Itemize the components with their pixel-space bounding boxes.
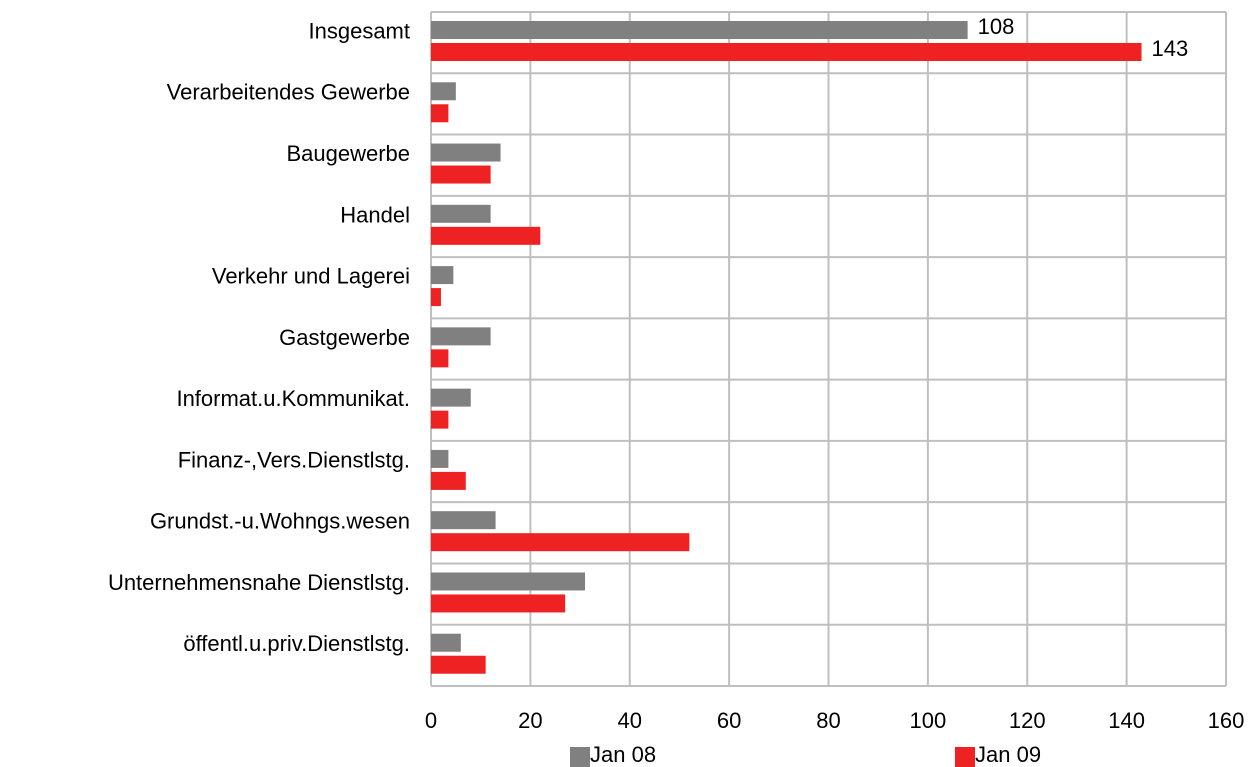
y-tick-label: Gastgewerbe (279, 325, 410, 350)
x-tick-label: 40 (618, 708, 642, 733)
legend-swatch (570, 747, 590, 767)
bar (431, 21, 968, 39)
bar (431, 410, 449, 429)
y-tick-label: Verkehr und Lagerei (212, 264, 410, 289)
bar (431, 449, 449, 468)
y-tick-label: Finanz-,Vers.Dienstlstg. (178, 447, 410, 472)
bar (431, 327, 491, 346)
bar (431, 82, 456, 101)
bar (431, 633, 461, 652)
y-tick-label: Baugewerbe (286, 141, 410, 166)
x-tick-label: 80 (816, 708, 840, 733)
bar (431, 594, 566, 613)
bar (431, 165, 491, 184)
bar (431, 533, 690, 552)
data-label: 108 (978, 14, 1015, 39)
y-tick-label: Insgesamt (309, 18, 411, 43)
bar (431, 288, 441, 307)
y-tick-label: Grundst.-u.Wohngs.wesen (150, 509, 410, 534)
bar (431, 43, 1142, 61)
y-tick-label: Verarbeitendes Gewerbe (167, 80, 410, 105)
legend-label: Jan 08 (590, 742, 656, 767)
bar (431, 572, 586, 591)
bar (431, 471, 466, 490)
legend-label: Jan 09 (975, 742, 1041, 767)
x-tick-label: 20 (518, 708, 542, 733)
x-tick-label: 120 (1009, 708, 1046, 733)
data-label: 143 (1152, 36, 1189, 61)
bar (431, 226, 541, 245)
legend-swatch (955, 747, 975, 767)
y-tick-label: Informat.u.Kommunikat. (176, 386, 410, 411)
y-tick-label: öffentl.u.priv.Dienstlstg. (183, 631, 410, 656)
bar (431, 655, 486, 674)
bar (431, 388, 471, 407)
x-tick-label: 140 (1108, 708, 1145, 733)
y-tick-label: Handel (340, 202, 410, 227)
x-tick-label: 0 (425, 708, 437, 733)
x-tick-label: 100 (910, 708, 947, 733)
x-tick-label: 160 (1208, 708, 1245, 733)
bar (431, 511, 496, 530)
bar (431, 266, 454, 285)
y-tick-label: Unternehmensnahe Dienstlstg. (108, 570, 410, 595)
x-tick-label: 60 (717, 708, 741, 733)
bar (431, 143, 501, 162)
bar (431, 204, 491, 223)
bar (431, 349, 449, 368)
bar (431, 104, 449, 123)
